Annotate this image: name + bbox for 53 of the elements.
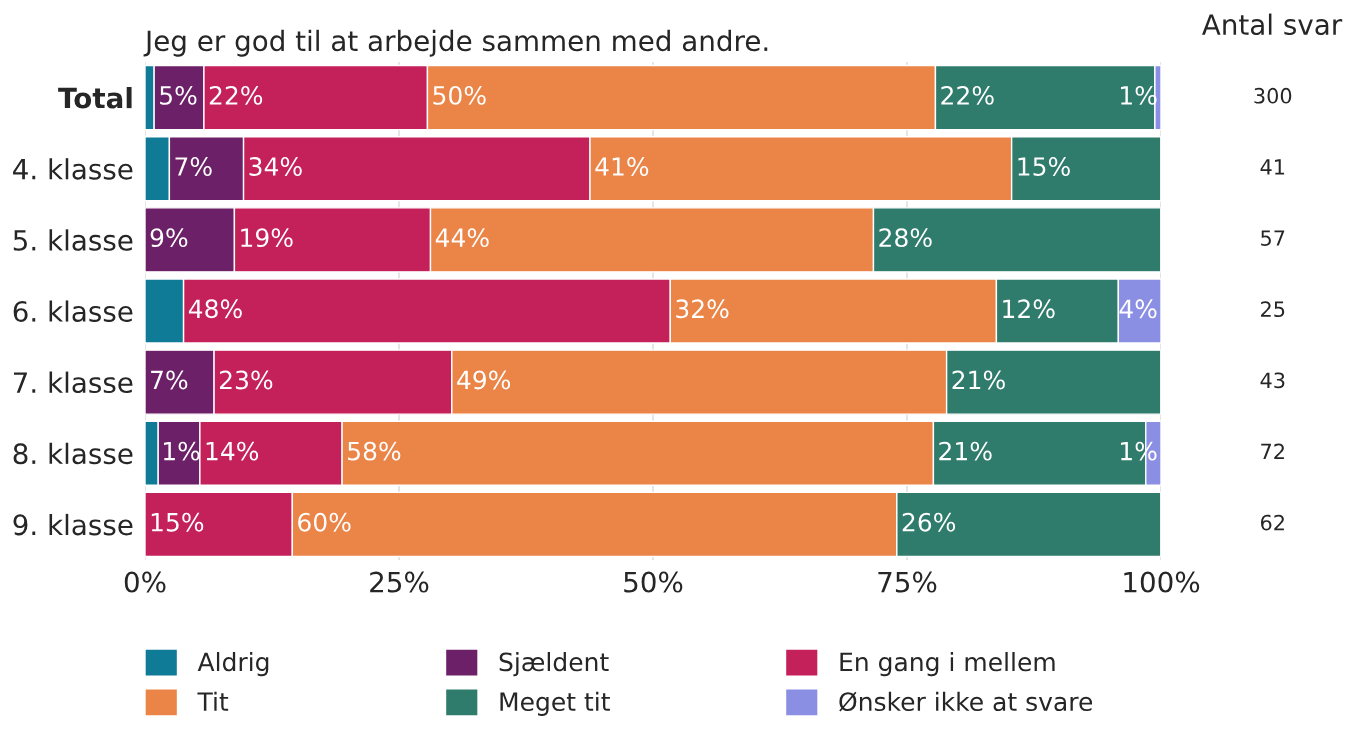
text: 300 — [1254, 87, 1292, 104]
data-label: 7% — [151, 370, 188, 390]
text: 25 — [1261, 301, 1285, 318]
y-tick-label: 4. klasse — [13, 158, 133, 180]
y-tick-label: 7. klasse — [13, 371, 133, 394]
y-tick-label: Total — [58, 87, 132, 109]
data-label: 4% — [1119, 299, 1157, 319]
x-tick-label: 0% — [124, 571, 166, 593]
data-label: 15% — [1018, 157, 1070, 176]
data-label: 15% — [151, 512, 204, 532]
data-label: 21% — [952, 370, 1005, 390]
x-tick-label: 25% — [370, 571, 429, 593]
data-label: 32% — [676, 299, 729, 319]
data-label: 23% — [219, 370, 273, 390]
text: 72 — [1261, 443, 1284, 460]
data-label: 7% — [175, 157, 212, 176]
text: 43 — [1260, 372, 1285, 389]
data-label: 5% — [160, 85, 197, 105]
data-label: 26% — [902, 512, 956, 532]
x-tick-label: 50% — [624, 571, 683, 593]
text: 57 — [1261, 230, 1285, 246]
legend-label: Tit — [197, 691, 229, 711]
data-label: 19% — [241, 228, 293, 248]
data-label: 48% — [188, 299, 242, 319]
data-label: 28% — [879, 228, 932, 248]
legend-label: Meget tit — [500, 691, 610, 716]
data-label: 50% — [433, 85, 486, 105]
data-label: 58% — [348, 441, 401, 461]
y-tick-label: 8. klasse — [13, 442, 133, 465]
data-label: 49% — [457, 370, 511, 390]
y-tick-label: 6. klasse — [13, 300, 133, 322]
data-label: 21% — [939, 441, 992, 461]
y-tick-label: 5. klasse — [13, 229, 133, 251]
y-tick-label: 9. klasse — [13, 513, 133, 536]
data-label: 22% — [941, 85, 994, 105]
legend-label: Aldrig — [197, 652, 269, 677]
text: Antal svar — [1202, 13, 1343, 36]
data-label: 34% — [249, 157, 302, 176]
data-label: 12% — [1003, 299, 1055, 319]
x-tick-label: 75% — [878, 571, 937, 593]
text: 62 — [1260, 514, 1284, 531]
data-label: 60% — [298, 512, 351, 532]
data-label: 22% — [209, 85, 263, 105]
legend-label: Ønsker ikke at svare — [839, 691, 1093, 712]
text: 41 — [1260, 159, 1285, 175]
chart-title: Jeg er god til at arbejde sammen med andre. — [143, 29, 768, 57]
data-label: 44% — [435, 228, 489, 248]
data-label: 41% — [595, 157, 649, 176]
legend-label: Sjældent — [499, 652, 609, 677]
x-tick-label: 100% — [1124, 571, 1200, 593]
data-label: 9% — [150, 228, 188, 248]
legend-label: En gang i mellem — [840, 652, 1055, 677]
data-label: 14% — [206, 441, 259, 461]
